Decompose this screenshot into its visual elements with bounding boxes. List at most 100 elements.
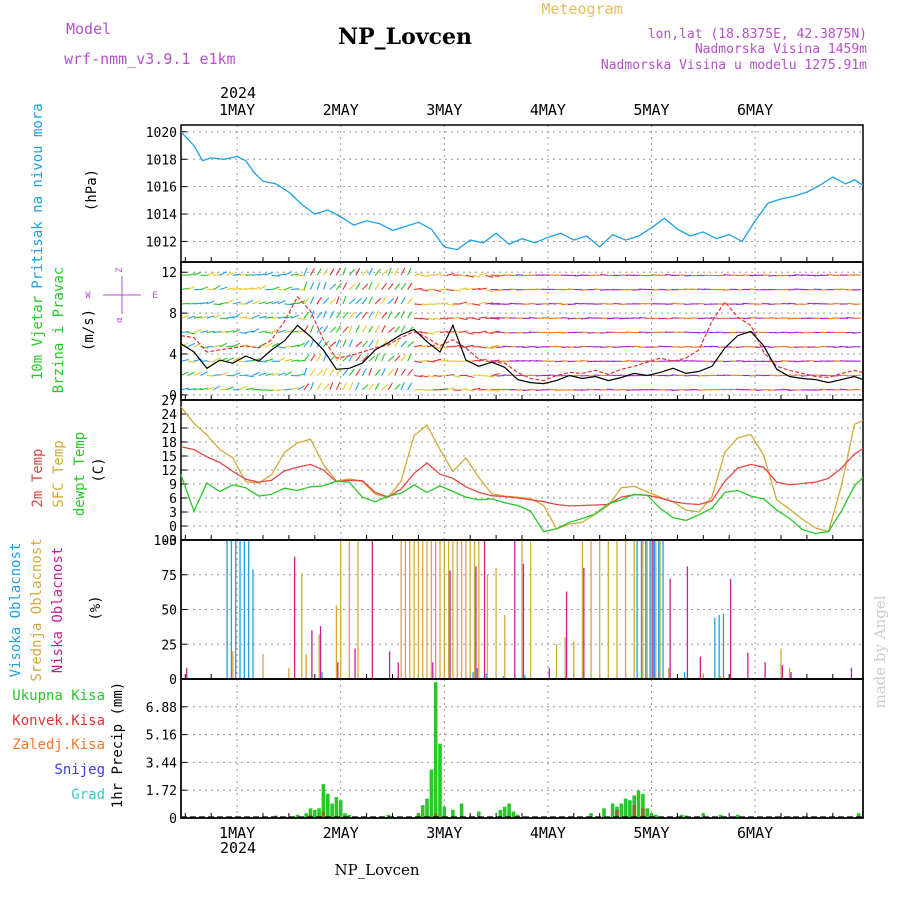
wind-arrow xyxy=(420,344,429,348)
wind-arrow xyxy=(251,371,260,377)
wind-arrow xyxy=(522,359,531,362)
wind-arrow xyxy=(322,310,327,319)
wind-arrow xyxy=(472,359,481,362)
wind-arrow xyxy=(368,311,374,319)
wind-arrow xyxy=(309,382,315,391)
wind-arrow xyxy=(232,287,241,291)
wind-speed-line xyxy=(180,323,864,385)
wind-arrow xyxy=(439,317,449,320)
compass-south: α xyxy=(115,317,125,323)
wind-arrow xyxy=(368,339,374,348)
wind-arrow xyxy=(271,300,280,305)
wind-arrow xyxy=(361,283,369,290)
year-top-label: 2024 xyxy=(220,84,256,102)
meteogram-label: Meteogram xyxy=(541,0,622,18)
wind-arrow xyxy=(619,388,628,391)
wind-arrow xyxy=(400,340,407,348)
wind-arrow xyxy=(297,342,305,348)
wind-arrow xyxy=(472,303,481,306)
wind-arrow xyxy=(420,359,429,362)
wind-arrow xyxy=(807,346,816,348)
wind-arrow xyxy=(264,271,273,276)
cloud-ylabel-2: Srednja Oblacnost xyxy=(29,538,45,681)
temp-ylabel-3: dewpt Temp xyxy=(72,432,88,516)
wind-arrow xyxy=(593,288,602,291)
wind-arrow xyxy=(245,317,254,320)
wind-arrow xyxy=(426,360,436,363)
wind-arrow xyxy=(239,331,248,334)
wind-arrow xyxy=(193,271,202,276)
wind-arrow xyxy=(465,331,474,335)
precip-total-bar xyxy=(459,803,464,818)
wind-arrow xyxy=(593,331,602,334)
altitude-label: Nadmorska Visina 1459m xyxy=(695,42,867,57)
wind-arrow xyxy=(265,389,274,392)
wind-arrow xyxy=(407,267,412,276)
wind-arrow xyxy=(433,317,442,320)
y-tick-label: 1014 xyxy=(146,208,177,223)
wind-arrow xyxy=(387,267,392,276)
wind-arrow xyxy=(381,383,388,391)
wind-arrow xyxy=(239,385,247,391)
wind-arrow xyxy=(355,282,361,290)
wind-arrow xyxy=(316,268,322,276)
wind-arrow xyxy=(459,330,468,334)
wind-arrow xyxy=(277,372,286,377)
wind-arrow xyxy=(580,389,589,391)
wind-unit: (m/s) xyxy=(81,309,97,351)
wind-arrow xyxy=(348,382,354,391)
wind-ylabel-2: Brzina i Pravac xyxy=(51,267,67,393)
wind-arrow xyxy=(801,303,810,306)
wind-arrow xyxy=(801,374,810,377)
wind-arrow xyxy=(316,296,322,305)
wind-arrow xyxy=(265,331,274,334)
wind-arrow xyxy=(278,346,287,349)
wind-arrow xyxy=(219,330,228,334)
cloud-ylabel-3: Niska Oblacnost xyxy=(50,547,66,673)
wind-arrow xyxy=(278,273,287,276)
temp-unit: (C) xyxy=(91,457,107,482)
y-tick-label: 27 xyxy=(161,394,177,409)
wind-arrow xyxy=(232,342,241,348)
wind-arrow xyxy=(852,274,861,276)
wind-arrow xyxy=(258,360,267,363)
precip-conv-bar xyxy=(321,811,326,818)
y-tick-label: 50 xyxy=(161,604,177,619)
precip-total-bar xyxy=(641,793,645,818)
precip-conv-bar xyxy=(433,813,438,818)
precip-total-bar xyxy=(511,811,516,818)
wind-arrow xyxy=(554,345,564,348)
wind-arrow xyxy=(465,389,474,392)
wind-arrow xyxy=(658,317,667,320)
y-tick-label: -3 xyxy=(161,534,177,549)
y-tick-label: 6 xyxy=(169,492,177,507)
precip-conv-bar xyxy=(615,809,619,818)
wind-arrow xyxy=(516,360,525,362)
wind-arrow xyxy=(407,368,414,376)
day-label-bottom: 3MAY xyxy=(426,824,462,842)
wind-arrow xyxy=(342,326,349,333)
precip-total-bar xyxy=(654,814,658,818)
compass-west: W xyxy=(85,291,91,301)
wind-arrow xyxy=(355,354,362,362)
wind-arrow xyxy=(213,374,222,377)
wind-arrow xyxy=(206,300,215,305)
wind-arrow xyxy=(426,317,435,321)
wind-arrow xyxy=(284,388,293,391)
precip-total-bar xyxy=(619,803,624,818)
precip-total-bar xyxy=(317,808,321,818)
wind-arrow xyxy=(284,271,292,276)
wind-arrow xyxy=(478,330,487,334)
wind-arrow xyxy=(342,339,347,348)
precip-total-bar xyxy=(321,784,326,818)
wind-arrow xyxy=(187,388,196,391)
wind-arrow xyxy=(788,374,797,377)
wind-arrow xyxy=(232,328,241,334)
y-tick-label: 1020 xyxy=(146,126,177,141)
wind-arrow xyxy=(316,382,322,391)
wind-arrow xyxy=(374,310,379,319)
wind-arrow xyxy=(394,296,399,305)
precip-total-bar xyxy=(330,803,334,818)
wind-arrow xyxy=(452,289,461,293)
wind-arrow xyxy=(478,272,487,276)
